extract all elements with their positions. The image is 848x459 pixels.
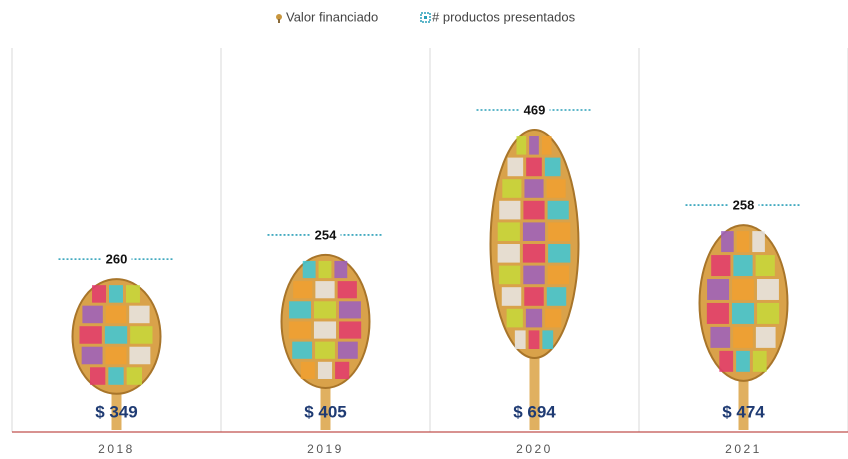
tree-shelf [314, 301, 336, 318]
chart: Valor financiado # productos presentados 2… [0, 0, 848, 459]
tree-shelf [737, 231, 750, 252]
legend-swatch [424, 16, 427, 19]
tree-shelf [315, 342, 335, 359]
tree-shelf [542, 136, 552, 155]
tree-shelf [318, 362, 332, 379]
tree-shelf [502, 287, 521, 306]
tree-shelf [508, 158, 524, 177]
x-tick-label: 2021 [725, 442, 762, 456]
tree-shelf [526, 158, 542, 177]
tree-shelf [82, 306, 102, 324]
tree-shelf [526, 309, 542, 328]
count-label: 258 [733, 198, 755, 213]
value-label: $ 474 [722, 402, 765, 421]
tree-shelf [293, 281, 312, 298]
tree-shelf [507, 309, 523, 328]
tree-shelf [292, 342, 312, 359]
tree-shelf [721, 231, 734, 252]
tree-shelf [106, 347, 127, 365]
tree-shelf [129, 306, 149, 324]
tree-shelf [315, 281, 334, 298]
tree-shelf [733, 255, 752, 276]
tree-shelf [524, 287, 543, 306]
tree-shelf [756, 255, 775, 276]
tree-shelf [339, 301, 361, 318]
tree-shelf [548, 244, 570, 263]
tree-shelf [126, 285, 140, 303]
legend-swatch [278, 19, 280, 23]
tree-shelf [499, 201, 520, 220]
tree-shelf [545, 309, 561, 328]
tree-shelf [711, 255, 730, 276]
tree-shelf [542, 330, 553, 349]
legend-label: # productos presentados [432, 9, 576, 24]
tree-shelf [303, 261, 316, 278]
tree-shelf [338, 281, 357, 298]
tree-shelf [338, 342, 358, 359]
tree-shelf [523, 222, 545, 241]
tree-shelf [707, 303, 729, 324]
tree-shelf [289, 301, 311, 318]
tree-shelf [757, 303, 779, 324]
tree-shelf [548, 266, 569, 285]
count-label: 260 [106, 252, 128, 267]
tree-shelf [523, 266, 544, 285]
tree-shelf [108, 367, 123, 385]
count-label: 254 [315, 227, 337, 242]
tree-shelf [545, 158, 561, 177]
tree-shelf [757, 279, 779, 300]
tree-shelf [301, 362, 315, 379]
tree-shelf [547, 287, 566, 306]
tree-shelf [130, 326, 152, 344]
tree-shelf [524, 179, 543, 198]
tree-shelf [498, 222, 520, 241]
tree-shelf [289, 321, 311, 338]
tree-shelf [547, 179, 566, 198]
tree-shelf [753, 351, 767, 372]
count-label: 469 [524, 102, 546, 117]
tree-shelf [127, 367, 142, 385]
tree-shelf [334, 261, 347, 278]
tree-shelf [82, 347, 103, 365]
tree-shelf [92, 285, 106, 303]
tree-shelf [106, 306, 126, 324]
x-tick-label: 2020 [516, 442, 553, 456]
tree-shelf [80, 326, 102, 344]
tree-shelf [548, 222, 570, 241]
tree-shelf [732, 279, 754, 300]
x-tick-label: 2018 [98, 442, 135, 456]
tree-shelf [515, 330, 526, 349]
tree-shelf [736, 351, 750, 372]
tree-shelf [498, 244, 520, 263]
tree-shelf [90, 367, 105, 385]
tree-shelf [516, 136, 526, 155]
tree-shelf [548, 201, 569, 220]
value-label: $ 349 [95, 402, 138, 421]
tree-shelf [319, 261, 332, 278]
tree-shelf [752, 231, 765, 252]
tree-shelf [502, 179, 521, 198]
tree-shelf [529, 330, 540, 349]
tree-shelf [710, 327, 730, 348]
tree-shelf [314, 321, 336, 338]
tree-shelf [733, 327, 753, 348]
tree-shelf [719, 351, 733, 372]
tree-shelf [523, 201, 544, 220]
tree-shelf [109, 285, 123, 303]
value-label: $ 694 [513, 402, 556, 421]
tree-shelf [523, 244, 545, 263]
tree-shelf [339, 321, 361, 338]
tree-shelf [529, 136, 539, 155]
tree-shelf [732, 303, 754, 324]
legend-label: Valor financiado [286, 9, 378, 24]
tree-shelf [335, 362, 349, 379]
value-label: $ 405 [304, 402, 347, 421]
tree-shelf [499, 266, 520, 285]
tree-shelf [129, 347, 150, 365]
tree-shelf [707, 279, 729, 300]
tree-shelf [756, 327, 776, 348]
tree-shelf [105, 326, 127, 344]
x-tick-label: 2019 [307, 442, 344, 456]
